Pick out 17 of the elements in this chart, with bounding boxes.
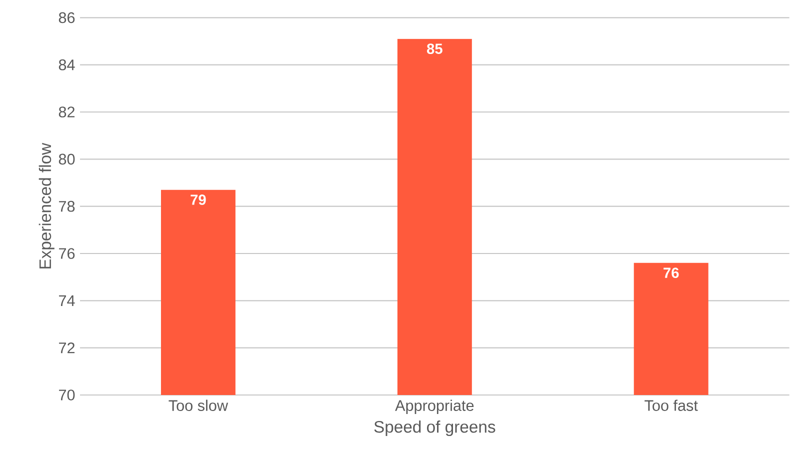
data-label: 79 bbox=[190, 194, 206, 205]
y-tick-label: 76 bbox=[59, 248, 75, 259]
x-tick-label: Too slow bbox=[168, 400, 228, 411]
x-tick-label: Appropriate bbox=[395, 400, 474, 414]
y-tick-label: 86 bbox=[58, 12, 75, 24]
y-tick-label: 74 bbox=[59, 295, 75, 306]
y-axis-title: Experienced flow bbox=[38, 142, 54, 268]
y-tick-label: 80 bbox=[58, 154, 75, 165]
y-tick-label: 82 bbox=[58, 106, 75, 118]
data-label: 76 bbox=[664, 268, 679, 278]
y-tick-label: 84 bbox=[58, 59, 75, 70]
x-tick-label: Too fast bbox=[644, 400, 698, 411]
y-tick-label: 72 bbox=[59, 342, 75, 354]
x-axis-title: Speed of greens bbox=[374, 420, 496, 436]
data-label: 85 bbox=[426, 44, 442, 54]
y-tick-label: 70 bbox=[59, 390, 75, 400]
y-tick-label: 78 bbox=[59, 200, 75, 212]
